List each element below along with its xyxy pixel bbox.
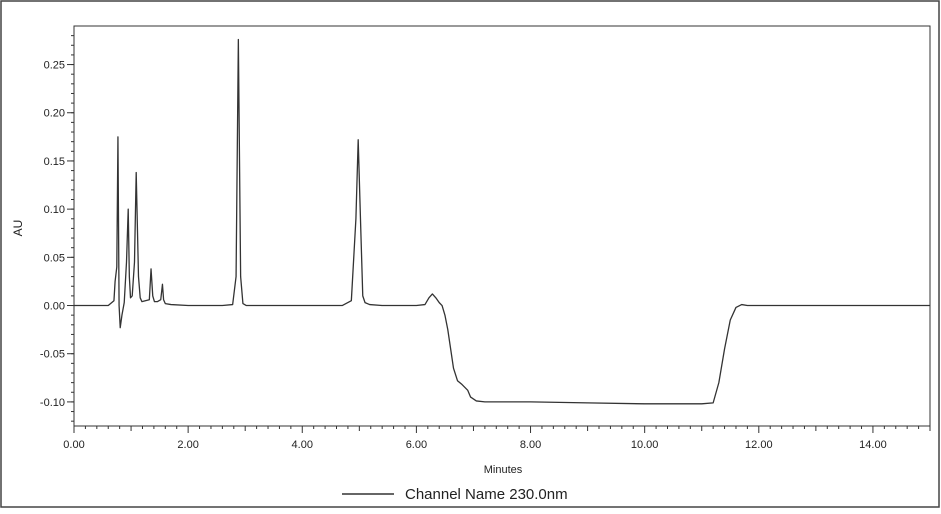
x-tick-label: 6.00	[406, 439, 427, 451]
x-axis-label: Minutes	[484, 464, 523, 476]
plot-area	[73, 25, 931, 427]
y-axis-label: AU	[11, 220, 25, 237]
legend: Channel Name 230.0nm	[342, 486, 568, 503]
x-axis: 0.00 2.00 4.00 6.00 8.00 10.00 12.00 14.00	[63, 426, 931, 451]
x-tick-label: 0.00	[63, 439, 84, 451]
y-tick-label: 0.00	[44, 301, 65, 313]
x-tick-label: 10.00	[631, 439, 659, 451]
y-tick-label: 0.25	[44, 60, 65, 72]
y-tick-label: 0.15	[44, 156, 65, 168]
series-line	[74, 38, 930, 405]
series-layer	[74, 38, 930, 405]
x-tick-label: 4.00	[292, 439, 313, 451]
y-tick-label: 0.10	[44, 204, 65, 216]
y-tick-label: -0.05	[40, 349, 65, 361]
x-tick-label: 2.00	[177, 439, 198, 451]
x-tick-label: 12.00	[745, 439, 773, 451]
y-tick-label: 0.05	[44, 252, 65, 264]
legend-label: Channel Name 230.0nm	[405, 486, 568, 503]
x-tick-label: 8.00	[520, 439, 541, 451]
y-tick-label: -0.10	[40, 397, 65, 409]
y-tick-label: 0.20	[44, 108, 65, 120]
y-axis: -0.10 -0.05 0.00 0.05 0.10 0.15 0.20 0.25	[40, 35, 74, 422]
x-tick-label: 14.00	[859, 439, 887, 451]
